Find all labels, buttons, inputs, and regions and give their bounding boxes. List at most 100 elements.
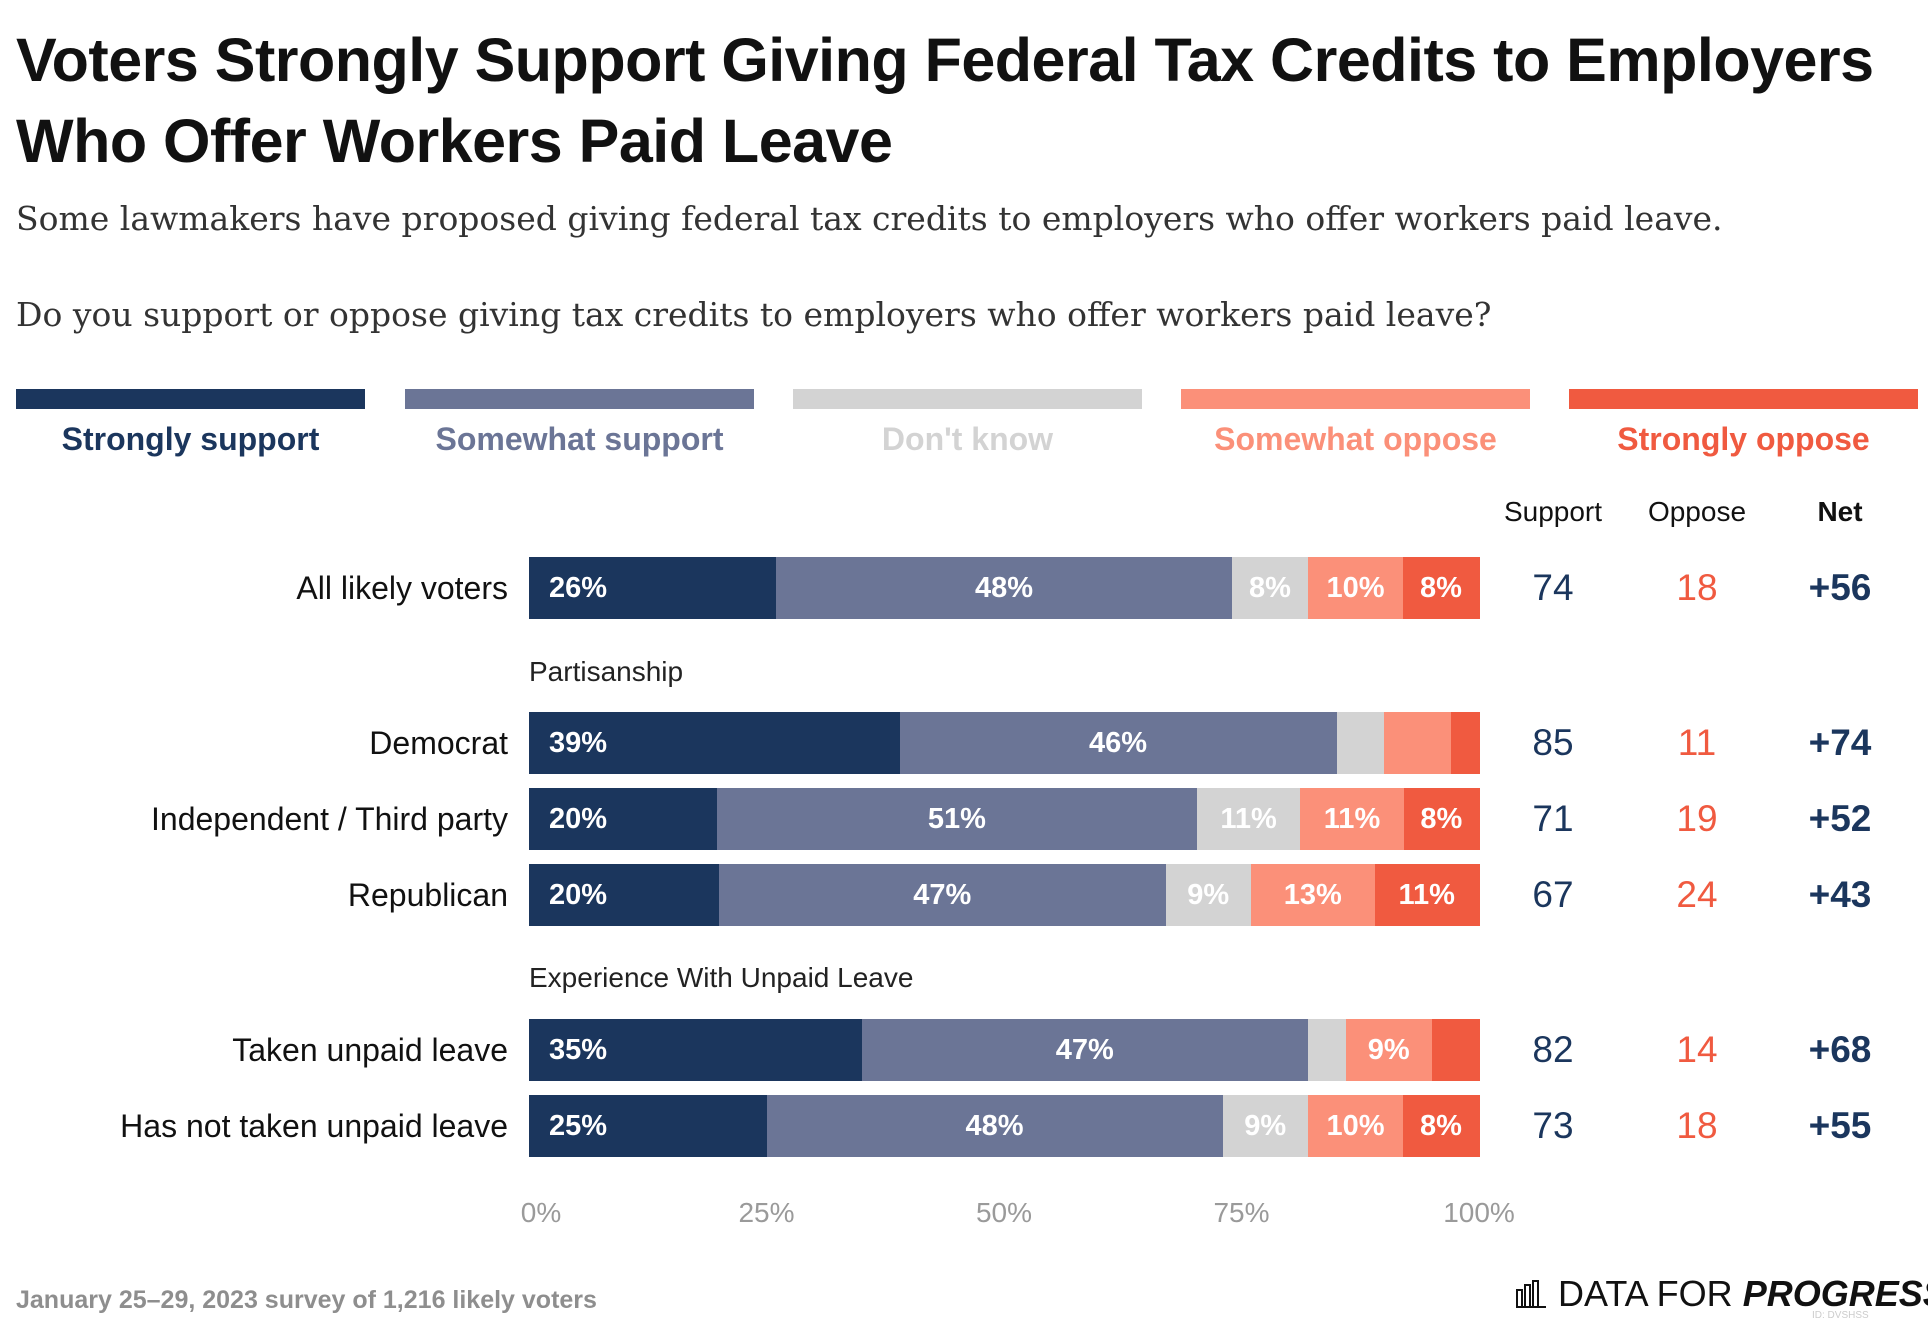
data-label: 46% [1088, 727, 1148, 759]
legend-swatch [793, 389, 1142, 409]
bar-segment-dont-know [1232, 557, 1309, 619]
legend-item-somewhat-oppose: Somewhat oppose [1181, 389, 1530, 459]
row-label: Taken unpaid leave [232, 1032, 508, 1068]
data-label: 9% [1244, 1110, 1287, 1142]
legend-item-strongly-oppose: Strongly oppose [1569, 389, 1918, 459]
data-label: 26% [549, 572, 608, 604]
legend-label: Strongly oppose [1617, 421, 1870, 457]
support-value: 67 [1532, 874, 1574, 915]
x-tick-label: 75% [1213, 1197, 1270, 1228]
bar-segment-somewhat-support [861, 1019, 1309, 1081]
data-label: 8% [1249, 572, 1291, 604]
x-tick-label: 25% [738, 1197, 795, 1228]
data-label: 9% [1187, 879, 1230, 911]
bar-segment-somewhat-support [766, 1095, 1224, 1157]
support-value: 85 [1532, 722, 1574, 763]
bar-segment-dont-know [1336, 712, 1385, 774]
row-label: Republican [347, 877, 508, 913]
bar-segment-dont-know [1222, 1095, 1309, 1157]
bar-segment-strongly-oppose [1403, 788, 1480, 850]
net-value: +55 [1808, 1105, 1872, 1146]
legend-label: Strongly support [61, 421, 320, 457]
bar-segment-dont-know [1165, 864, 1252, 926]
net-value: +74 [1808, 722, 1872, 763]
data-label: 48% [974, 572, 1034, 604]
bar-segment-somewhat-oppose [1308, 1095, 1404, 1157]
data-label: 11% [1220, 803, 1277, 835]
bar-segment-strongly-oppose [1431, 1019, 1480, 1081]
data-label: 9% [1367, 1034, 1410, 1066]
x-tick-label: 100% [1443, 1197, 1515, 1228]
oppose-value: 18 [1676, 567, 1718, 608]
support-value: 71 [1532, 798, 1574, 839]
support-value: 73 [1532, 1105, 1574, 1146]
column-header-net: Net [1817, 496, 1863, 527]
legend-item-somewhat-support: Somewhat support [405, 389, 754, 459]
stacked-bar: 39% 46% [529, 712, 1480, 774]
bar-segment-strongly-support [529, 1095, 768, 1157]
stacked-bar: 20% 51% 11% 11% 8% [529, 788, 1480, 850]
data-label: 13% [1283, 879, 1342, 911]
oppose-value: 18 [1676, 1105, 1718, 1146]
net-value: +56 [1808, 567, 1872, 608]
row-label: All likely voters [296, 570, 508, 606]
bar-segment-strongly-support [529, 557, 777, 619]
legend-swatch [1181, 389, 1530, 409]
row-label: Has not taken unpaid leave [120, 1108, 508, 1144]
survey-footnote: January 25–29, 2023 survey of 1,216 like… [16, 1286, 597, 1314]
oppose-value: 14 [1676, 1029, 1718, 1070]
data-label: 10% [1326, 1110, 1385, 1142]
bar-segment-strongly-support [529, 712, 901, 774]
bar-chart-logo-icon [1516, 1280, 1546, 1308]
oppose-value: 24 [1676, 874, 1718, 915]
data-label: 10% [1326, 572, 1385, 604]
stacked-bar: 35% 47% 9% [529, 1019, 1480, 1081]
row-label: Democrat [369, 725, 508, 761]
brand-logo: DATA FOR PROGRESS [1516, 1272, 1928, 1316]
net-value: +52 [1808, 798, 1872, 839]
stacked-bar: 20% 47% 9% 13% 11% [529, 864, 1480, 926]
brand-name: DATA FOR PROGRESS [1558, 1273, 1928, 1314]
stacked-bar: 26% 48% 8% 10% 8% [529, 557, 1480, 619]
oppose-value: 19 [1676, 798, 1718, 839]
bar-segment-strongly-oppose [1374, 864, 1480, 926]
data-label: 20% [549, 879, 608, 911]
bar-segment-somewhat-oppose [1300, 788, 1405, 850]
bar-segment-somewhat-oppose [1346, 1019, 1433, 1081]
bar-segment-strongly-oppose [1403, 557, 1480, 619]
net-value: +68 [1808, 1029, 1872, 1070]
data-label: 39% [549, 727, 608, 759]
legend-swatch [1569, 389, 1918, 409]
data-label: 20% [549, 803, 608, 835]
bar-segment-somewhat-oppose [1308, 557, 1404, 619]
bar-segment-somewhat-oppose [1251, 864, 1376, 926]
legend-label: Somewhat oppose [1214, 421, 1497, 457]
chart-subtitle: Some lawmakers have proposed giving fede… [16, 199, 1723, 238]
oppose-value: 11 [1677, 722, 1717, 763]
chart-title: Voters Strongly Support Giving Federal T… [16, 26, 1874, 175]
data-label: 48% [965, 1110, 1024, 1142]
group-label: Partisanship [529, 656, 684, 687]
column-header-support: Support [1503, 496, 1603, 527]
bar-segment-somewhat-support [776, 557, 1233, 619]
bar-segment-strongly-oppose [1403, 1095, 1480, 1157]
data-label: 8% [1420, 803, 1463, 835]
survey-question: Do you support or oppose giving tax cred… [16, 295, 1492, 334]
group-label: Experience With Unpaid Leave [529, 962, 914, 993]
bar-segment-dont-know [1308, 1019, 1347, 1081]
legend-swatch [16, 389, 365, 409]
x-tick-label: 0% [520, 1197, 562, 1228]
data-label: 35% [549, 1034, 608, 1066]
bar-segment-somewhat-support [719, 864, 1167, 926]
bar-segment-somewhat-support [717, 788, 1198, 850]
legend-swatch [405, 389, 754, 409]
column-header-oppose: Oppose [1647, 496, 1747, 527]
data-label: 11% [1323, 803, 1381, 835]
bar-segment-strongly-support [529, 1019, 863, 1081]
bar-segment-dont-know [1196, 788, 1301, 850]
support-value: 74 [1532, 567, 1574, 608]
legend-label: Don't know [881, 421, 1054, 457]
x-tick-label: 50% [975, 1197, 1033, 1228]
data-label: 47% [913, 879, 972, 911]
legend-item-strongly-support: Strongly support [16, 389, 365, 459]
